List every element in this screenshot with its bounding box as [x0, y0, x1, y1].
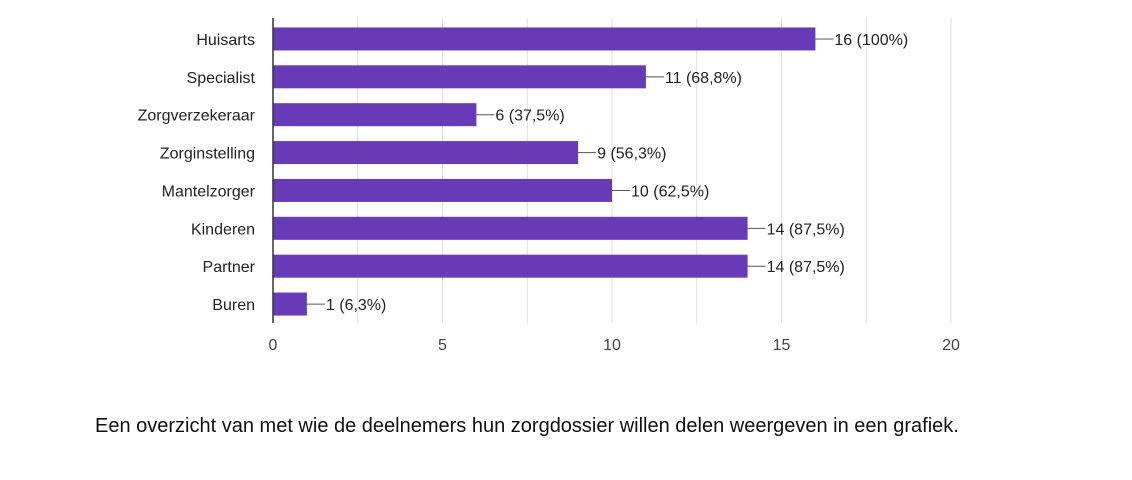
data-label: 14 (87,5%)	[767, 259, 845, 276]
category-label: Kinderen	[191, 221, 255, 238]
x-tick-labels: 0 5 10 15 20	[269, 337, 960, 354]
data-label: 1 (6,3%)	[326, 297, 386, 314]
category-label: Buren	[212, 297, 255, 314]
x-tick-label: 20	[942, 337, 960, 354]
figure-caption: Een overzicht van met wie de deelnemers …	[95, 415, 959, 437]
x-tick-label: 10	[603, 337, 621, 354]
category-label: Zorginstelling	[160, 146, 255, 163]
data-label: 16 (100%)	[834, 32, 908, 49]
category-labels: Huisarts Specialist Zorgverzekeraar Zorgins…	[138, 32, 256, 314]
data-label: 9 (56,3%)	[597, 146, 666, 163]
data-label: 10 (62,5%)	[631, 183, 709, 200]
bar	[273, 103, 477, 127]
category-label: Partner	[203, 259, 256, 276]
category-label: Huisarts	[196, 32, 255, 49]
bar	[273, 292, 307, 316]
category-label: Mantelzorger	[162, 183, 256, 200]
bar	[273, 65, 646, 89]
bar	[273, 141, 579, 165]
x-tick-label: 15	[773, 337, 791, 354]
bar	[273, 254, 748, 278]
x-tick-label: 0	[269, 337, 278, 354]
bar	[273, 216, 748, 240]
bar	[273, 27, 816, 51]
data-label: 6 (37,5%)	[495, 108, 564, 125]
bar	[273, 178, 612, 202]
bars	[273, 27, 816, 316]
data-label-leaders	[306, 38, 834, 305]
data-labels: 16 (100%) 11 (68,8%) 6 (37,5%) 9 (56,3%) 10 …	[326, 32, 908, 314]
data-label: 14 (87,5%)	[767, 221, 845, 238]
x-tick-label: 5	[438, 337, 447, 354]
category-label: Zorgverzekeraar	[138, 108, 256, 125]
category-label: Specialist	[187, 70, 256, 87]
bar-chart: 16 (100%) 11 (68,8%) 6 (37,5%) 9 (56,3%) 10 …	[138, 18, 960, 354]
data-label: 11 (68,8%)	[665, 70, 742, 87]
